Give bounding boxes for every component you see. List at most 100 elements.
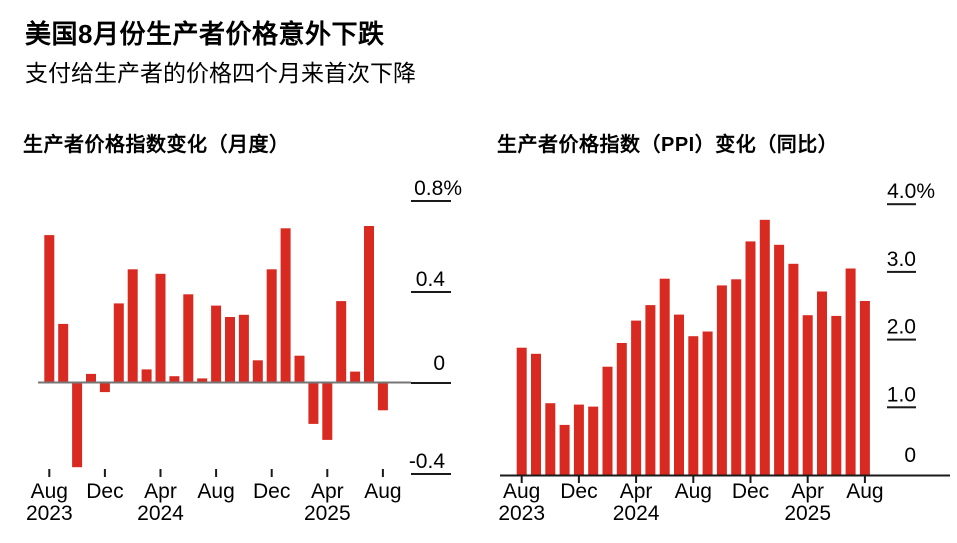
bar: [86, 373, 96, 383]
bar: [559, 424, 570, 475]
bar: [859, 301, 870, 475]
x-tick: [749, 475, 752, 483]
bar: [197, 378, 208, 383]
bar: [788, 263, 799, 475]
bar: [350, 371, 361, 383]
x-axis-line: [500, 474, 950, 477]
subtitle: 支付给生产者的价格四个月来首次下降: [25, 60, 416, 86]
x-tick-month-label: Apr: [144, 480, 177, 503]
bar: [516, 347, 527, 475]
x-tick-month-label: Dec: [253, 480, 290, 503]
bar: [308, 383, 319, 424]
x-tick-month-label: Apr: [791, 480, 824, 503]
x-tick-month-label: Aug: [846, 480, 883, 503]
bar: [759, 219, 770, 475]
y-tick-line: [887, 406, 916, 409]
y-tick-label: 0: [904, 444, 916, 467]
bar: [141, 369, 152, 384]
bar: [817, 291, 827, 475]
y-tick-label: 0: [433, 352, 445, 375]
x-tick-year-label: 2024: [613, 502, 660, 525]
x-tick: [103, 469, 106, 477]
bar: [688, 336, 699, 475]
bar: [573, 404, 584, 475]
bar: [127, 269, 138, 384]
y-tick-line: [887, 203, 916, 206]
bar: [588, 406, 599, 475]
x-tick: [635, 475, 638, 483]
bar: [238, 314, 249, 384]
x-tick: [215, 469, 218, 477]
y-tick-line: [411, 291, 451, 293]
y-tick-line: [887, 270, 916, 273]
x-tick: [326, 469, 329, 477]
y-tick-line: [411, 382, 451, 384]
bar: [631, 320, 642, 475]
bar: [774, 244, 785, 475]
x-tick-month-label: Dec: [86, 480, 123, 503]
x-tick: [520, 475, 523, 483]
bar: [336, 301, 347, 383]
bar: [44, 235, 55, 383]
bar: [72, 383, 83, 468]
x-tick-year-label: 2024: [137, 502, 184, 525]
bar: [169, 376, 180, 383]
x-tick: [577, 475, 580, 483]
bar: [364, 226, 374, 383]
bar: [745, 241, 756, 475]
bar: [99, 383, 110, 393]
x-tick-month-label: Apr: [311, 480, 344, 503]
bar: [58, 323, 69, 383]
y-tick-line: [411, 200, 451, 202]
x-tick-month-label: Aug: [675, 480, 712, 503]
bar: [731, 279, 742, 475]
x-tick-month-label: Dec: [560, 480, 597, 503]
x-tick: [48, 469, 51, 477]
y-tick-label: 0.8%: [414, 177, 462, 200]
x-tick-year-label: 2025: [304, 502, 351, 525]
bar: [155, 273, 166, 383]
y-tick-label: 2.0: [887, 316, 916, 339]
x-tick: [159, 469, 162, 477]
x-tick-month-label: Apr: [620, 480, 653, 503]
x-tick: [270, 469, 273, 477]
y-tick-label: 4.0%: [887, 180, 935, 203]
bar: [377, 383, 388, 411]
bar: [645, 305, 656, 475]
x-tick: [806, 475, 809, 483]
main-title: 美国8月份生产者价格意外下跌: [25, 19, 385, 49]
x-tick-year-label: 2023: [26, 502, 73, 525]
bar: [225, 317, 235, 383]
chart-title-monthly: 生产者价格指数变化（月度）: [23, 134, 290, 156]
y-tick-label: 3.0: [887, 248, 916, 271]
x-tick-month-label: Aug: [364, 480, 401, 503]
y-tick-line: [887, 338, 916, 341]
x-tick-month-label: Dec: [732, 480, 769, 503]
bar: [659, 278, 670, 475]
bar: [294, 355, 305, 383]
zero-line: [38, 381, 411, 384]
x-tick-month-label: Aug: [197, 480, 234, 503]
bar: [322, 383, 333, 440]
bar: [266, 269, 277, 384]
bar: [674, 314, 684, 475]
bar: [531, 353, 541, 475]
bar: [702, 331, 713, 475]
x-tick-year-label: 2023: [498, 502, 545, 525]
chart-title-yoy: 生产者价格指数（PPI）变化（同比）: [497, 134, 839, 156]
x-tick: [863, 475, 866, 483]
bar: [280, 228, 291, 383]
bar: [616, 343, 627, 475]
x-tick-year-label: 2025: [784, 502, 831, 525]
x-tick-month-label: Aug: [31, 480, 68, 503]
bar: [252, 360, 263, 384]
bar: [802, 315, 813, 475]
bar: [545, 403, 556, 475]
y-tick-line: [411, 473, 451, 475]
bar: [113, 303, 124, 383]
bar: [831, 315, 842, 475]
bar: [845, 268, 856, 475]
y-tick-label: 0.4: [416, 268, 446, 291]
bar: [183, 294, 194, 383]
x-tick: [381, 469, 384, 477]
